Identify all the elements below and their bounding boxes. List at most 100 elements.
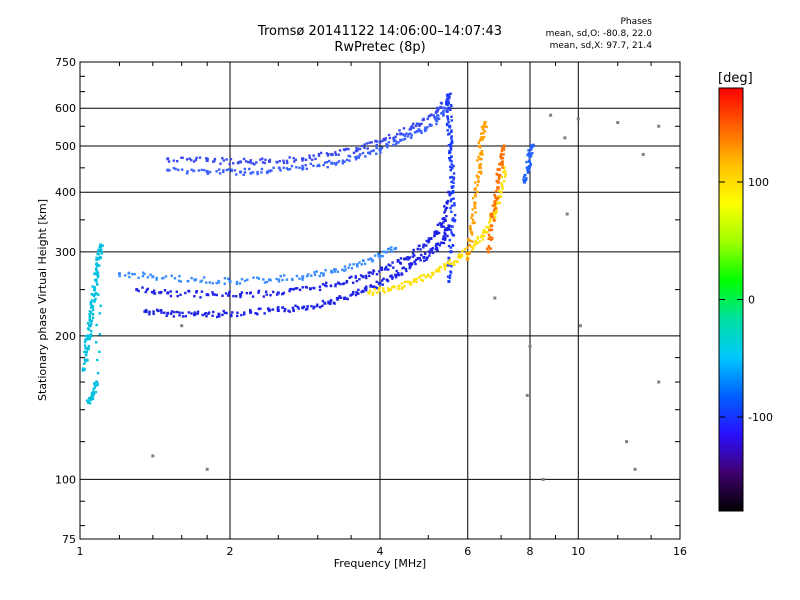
trace-point bbox=[315, 270, 319, 273]
trace-point bbox=[448, 124, 452, 128]
colorbar-tick-label: 100 bbox=[748, 176, 769, 189]
trace-point bbox=[468, 243, 471, 247]
trace-point bbox=[295, 166, 298, 169]
trace-point bbox=[176, 159, 179, 163]
trace-point bbox=[223, 311, 227, 315]
trace-point bbox=[527, 149, 530, 152]
trace-point bbox=[525, 160, 528, 164]
trace-point bbox=[172, 159, 176, 162]
colorbar-ticks: 100 0 -100 bbox=[719, 176, 773, 424]
trace-point bbox=[448, 276, 452, 280]
trace-point bbox=[425, 258, 428, 261]
trace-point bbox=[177, 168, 180, 172]
trace-point bbox=[477, 141, 480, 144]
trace-point bbox=[337, 296, 340, 300]
trace-point bbox=[447, 190, 451, 194]
trace-point bbox=[498, 201, 501, 204]
trace-point bbox=[384, 137, 388, 140]
trace-point bbox=[418, 256, 421, 260]
trace-point bbox=[361, 275, 365, 279]
trace-point bbox=[429, 248, 432, 251]
data-points bbox=[81, 92, 661, 481]
trace-point bbox=[489, 229, 492, 232]
trace-point bbox=[294, 304, 297, 307]
trace-point bbox=[360, 263, 364, 266]
trace-point bbox=[85, 347, 89, 350]
trace-point bbox=[469, 225, 472, 228]
trace-point bbox=[235, 280, 239, 284]
y-tick-label: 200 bbox=[55, 330, 76, 343]
trace-point bbox=[345, 279, 349, 283]
trace-point bbox=[272, 290, 275, 294]
trace-point bbox=[97, 248, 100, 252]
trace-point bbox=[531, 151, 534, 155]
trace-point bbox=[436, 232, 439, 236]
trace-point bbox=[348, 155, 352, 158]
trace-point bbox=[497, 167, 501, 171]
trace-point bbox=[221, 156, 224, 160]
trace-point bbox=[249, 171, 252, 175]
trace-point bbox=[146, 276, 150, 279]
trace-point bbox=[443, 263, 446, 266]
trace-point bbox=[392, 139, 396, 143]
trace-point bbox=[411, 124, 414, 128]
trace-point bbox=[413, 260, 416, 263]
trace-point bbox=[90, 395, 93, 399]
trace-point bbox=[329, 299, 333, 302]
trace-point bbox=[215, 293, 218, 297]
trace-point bbox=[500, 182, 503, 185]
trace-point bbox=[309, 287, 312, 291]
trace-point bbox=[86, 400, 90, 404]
trace-point bbox=[249, 308, 252, 312]
trace-point bbox=[493, 201, 497, 205]
trace-point bbox=[483, 121, 487, 125]
trace-point bbox=[172, 315, 176, 318]
trace-point bbox=[355, 263, 359, 267]
trace-point bbox=[251, 295, 255, 298]
trace-point bbox=[488, 221, 491, 224]
trace-point bbox=[412, 278, 416, 281]
trace-point bbox=[211, 293, 215, 296]
trace-point bbox=[476, 159, 479, 162]
y-tick-label: 75 bbox=[62, 533, 76, 546]
trace-point bbox=[87, 344, 91, 348]
trace-point bbox=[99, 304, 102, 307]
trace-point bbox=[402, 133, 406, 137]
trace-point bbox=[223, 277, 227, 280]
trace-point bbox=[101, 244, 104, 247]
trace-point bbox=[368, 289, 372, 292]
trace-point bbox=[88, 310, 92, 313]
trace-point bbox=[153, 292, 157, 295]
trace-point bbox=[549, 113, 553, 117]
trace-point bbox=[474, 240, 478, 244]
colorbar-tick-label: -100 bbox=[748, 411, 773, 424]
trace-point bbox=[428, 254, 431, 257]
trace-point bbox=[336, 298, 339, 301]
trace-point bbox=[356, 265, 359, 268]
trace-point bbox=[322, 274, 325, 277]
trace-point bbox=[365, 142, 369, 145]
trace-point bbox=[123, 274, 127, 277]
trace-point bbox=[444, 207, 447, 211]
trace-point bbox=[445, 109, 448, 112]
trace-point bbox=[88, 318, 91, 322]
trace-point bbox=[330, 161, 334, 165]
trace-point bbox=[446, 275, 450, 278]
trace-point bbox=[239, 160, 243, 164]
trace-point bbox=[529, 155, 533, 158]
trace-point bbox=[88, 315, 91, 318]
trace-point bbox=[448, 132, 451, 135]
trace-point bbox=[201, 313, 204, 317]
trace-point bbox=[84, 360, 87, 363]
trace-point bbox=[246, 278, 249, 281]
trace-point bbox=[436, 223, 440, 227]
trace-point bbox=[343, 265, 347, 268]
trace-point bbox=[256, 170, 259, 174]
trace-point bbox=[447, 102, 451, 105]
trace-point bbox=[188, 157, 191, 160]
trace-point bbox=[423, 252, 427, 255]
trace-point bbox=[93, 272, 96, 275]
trace-point bbox=[442, 106, 445, 110]
trace-point bbox=[526, 171, 530, 174]
trace-point bbox=[477, 180, 480, 184]
